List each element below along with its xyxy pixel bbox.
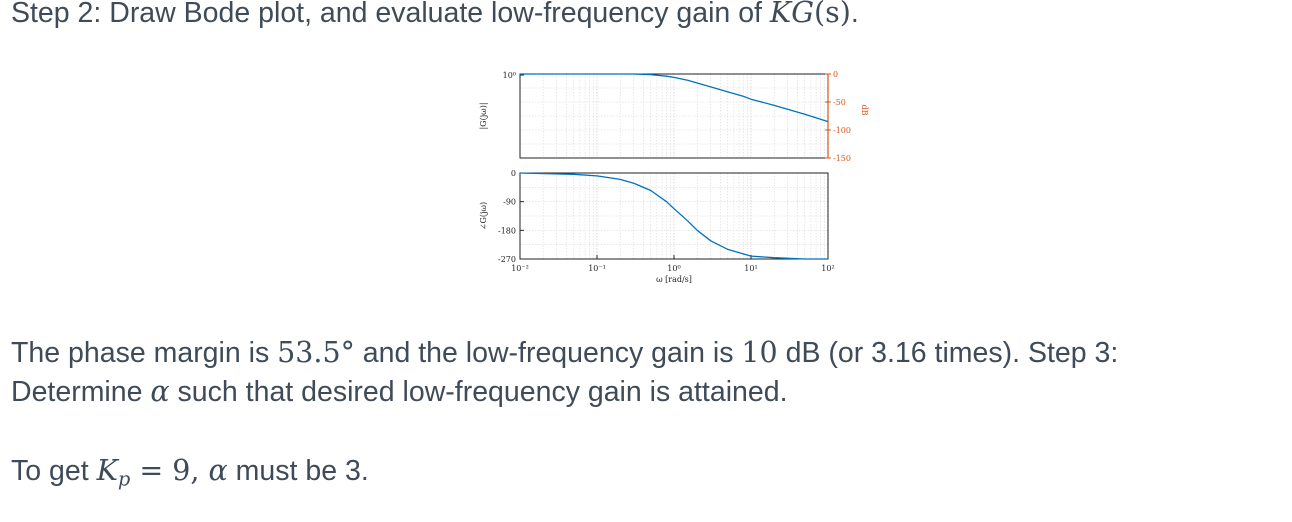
gain-value: 10 <box>741 336 778 369</box>
kp-paragraph: To get Kp = 9, α must be 3. <box>11 454 369 490</box>
para1-text-c: dB (or 3.16 times). Step 3: <box>777 337 1119 369</box>
x-tick-label: 10¹ <box>744 264 757 273</box>
phase-curve <box>519 172 828 260</box>
phase-tick-label: -180 <box>498 226 516 235</box>
alpha-symbol: α <box>150 375 170 408</box>
phase-margin-paragraph: The phase margin is 53.5° and the low-fr… <box>11 336 1118 370</box>
phase-margin-value: 53.5° <box>277 336 355 369</box>
x-tick-label: 10⁻¹ <box>588 264 606 273</box>
phase-tick-label: 0 <box>511 169 516 178</box>
para1-text-b: and the low-frequency gain is <box>354 337 742 369</box>
db-axis-label: dB <box>860 105 869 116</box>
phase-axis-label: ∠G(jω) <box>479 202 488 230</box>
magnitude-curve <box>520 73 829 123</box>
bode-plot-figure: 0 -50 -100 -150 dB 10⁰ |G(jω)| 0 -90 -180 -270 ∠G(j… <box>470 62 870 296</box>
alpha-symbol-2: α <box>208 454 228 487</box>
x-tick-label: 10⁰ <box>667 264 680 273</box>
para2-text-a: Determine <box>11 376 151 408</box>
math-K-p: K <box>96 454 118 487</box>
math-args: (s) <box>813 0 851 29</box>
step2-heading: Step 2: Draw Bode plot, and evaluate low… <box>11 0 859 30</box>
db-tick-label: -100 <box>833 126 851 135</box>
x-tick-label: 10⁻² <box>511 264 529 273</box>
bode-plot-svg: 0 -50 -100 -150 dB 10⁰ |G(jω)| 0 -90 -180 -270 ∠G(j… <box>479 70 869 284</box>
phase-tick-label: -90 <box>503 198 516 207</box>
db-tick-label: 0 <box>833 70 838 79</box>
para3-text-a: To get <box>11 455 97 487</box>
math-K: K <box>769 0 792 29</box>
heading-math: KG(s) <box>770 0 851 29</box>
math-G: G <box>791 0 814 29</box>
para3-text-b: must be 3. <box>227 455 369 487</box>
mag-tick-label: 10⁰ <box>503 71 516 80</box>
para2-text-b: such that desired low-frequency gain is … <box>169 376 788 408</box>
db-tick-label: -50 <box>833 98 846 107</box>
x-tick-label: 10² <box>821 264 834 273</box>
step3-paragraph: Determine α such that desired low-freque… <box>11 375 788 409</box>
heading-prefix: Step 2: Draw Bode plot, and evaluate low… <box>11 0 770 29</box>
para1-text-a: The phase margin is <box>11 337 278 369</box>
heading-suffix: . <box>850 0 859 29</box>
x-axis-label: ω [rad/s] <box>656 275 692 284</box>
math-equals-9: = 9, <box>130 454 209 487</box>
db-tick-label: -150 <box>833 154 851 163</box>
phase-tick-label: -270 <box>498 255 516 264</box>
mag-axis-label: |G(jω)| <box>479 102 488 129</box>
math-subscript-p: p <box>117 467 131 491</box>
